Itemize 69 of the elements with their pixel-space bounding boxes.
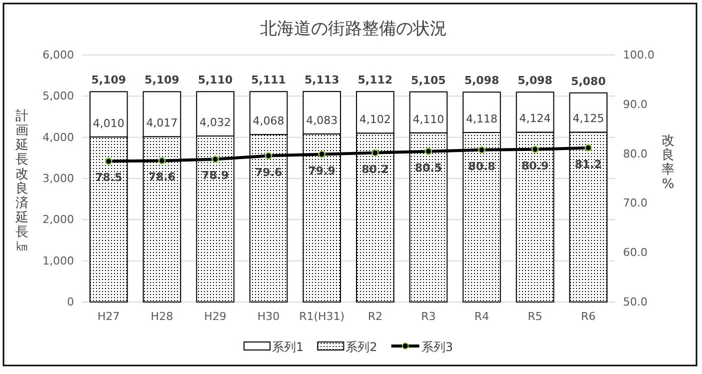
y2-tick-label: 100.0 — [623, 48, 654, 62]
total-label: 5,109 — [144, 74, 180, 87]
legend-label: 系列2 — [346, 340, 378, 354]
y-tick-label: 6,000 — [42, 48, 74, 62]
data-label: 80.8 — [468, 160, 496, 173]
data-label: 4,102 — [359, 113, 391, 126]
point — [424, 148, 432, 156]
point — [318, 150, 326, 158]
data-label: 4,068 — [252, 114, 284, 128]
total-label: 5,109 — [91, 74, 126, 87]
data-label: 4,124 — [519, 112, 551, 126]
y-tick-label: 2,000 — [42, 213, 74, 226]
y-tick-label: 5,000 — [42, 90, 74, 103]
chart-title: 北海道の街路整備の状況 — [260, 19, 447, 39]
x-tick-label: H27 — [98, 310, 120, 323]
data-label: 4,083 — [306, 114, 338, 127]
x-tick-label: H29 — [204, 310, 226, 323]
y2-axis-title: 改良率% — [662, 133, 674, 192]
y-tick-label: 4,000 — [42, 130, 74, 144]
x-tick-label: H28 — [150, 310, 174, 323]
point — [584, 144, 592, 152]
y-tick-label: 1,000 — [42, 254, 74, 268]
y-tick-label: 3,000 — [42, 172, 74, 186]
total-label: 5,105 — [411, 74, 446, 87]
data-label: 4,017 — [146, 116, 178, 130]
data-label: 4,010 — [92, 116, 124, 130]
y2-tick-label: 60.0 — [623, 246, 648, 260]
total-label: 5,080 — [570, 74, 606, 88]
x-tick-label: R4 — [474, 310, 490, 323]
data-label: 4,118 — [466, 112, 498, 126]
data-label: 4,032 — [200, 116, 231, 130]
y-tick-label: 0 — [67, 296, 74, 309]
point — [212, 156, 219, 163]
data-label: 78.9 — [202, 169, 229, 182]
total-label: 5,113 — [304, 74, 340, 87]
point — [264, 152, 272, 160]
x-tick-label: H30 — [257, 310, 280, 323]
data-label: 80.2 — [362, 162, 389, 176]
x-tick-label: R3 — [421, 310, 436, 323]
x-tick-label: R6 — [581, 310, 596, 323]
text: 計画延長改良済延長㎞ — [16, 108, 28, 254]
point — [158, 157, 166, 164]
total-label: 5,110 — [198, 74, 233, 87]
data-label: 80.9 — [521, 159, 549, 172]
point — [478, 146, 486, 154]
data-label: 79.6 — [254, 166, 282, 179]
data-label: 80.5 — [414, 161, 442, 174]
x-tick-label: R5 — [528, 310, 542, 323]
total-label: 5,111 — [251, 74, 286, 87]
total-label: 5,098 — [464, 74, 500, 88]
data-label: 4,110 — [412, 112, 444, 126]
y2-tick-label: 50.0 — [623, 296, 648, 309]
x-tick-label: R1(H31) — [299, 310, 345, 323]
point — [104, 158, 112, 165]
data-label: 79.9 — [308, 164, 336, 178]
data-label: 4,125 — [572, 112, 604, 126]
total-label: 5,112 — [358, 74, 393, 87]
point — [531, 146, 539, 154]
x-tick-label: R2 — [368, 310, 382, 323]
total-label: 5,098 — [518, 74, 552, 88]
y2-tick-label: 90.0 — [623, 98, 648, 111]
legend-label: 系列3 — [421, 340, 453, 354]
data-label: 78.5 — [95, 171, 122, 184]
legend-label: 系列1 — [272, 340, 304, 354]
point — [371, 149, 379, 156]
data-label: 81.2 — [574, 158, 602, 171]
y2-tick-label: 70.0 — [623, 196, 648, 210]
y2-tick-label: 80.0 — [623, 147, 648, 160]
data-label: 78.6 — [148, 170, 176, 184]
